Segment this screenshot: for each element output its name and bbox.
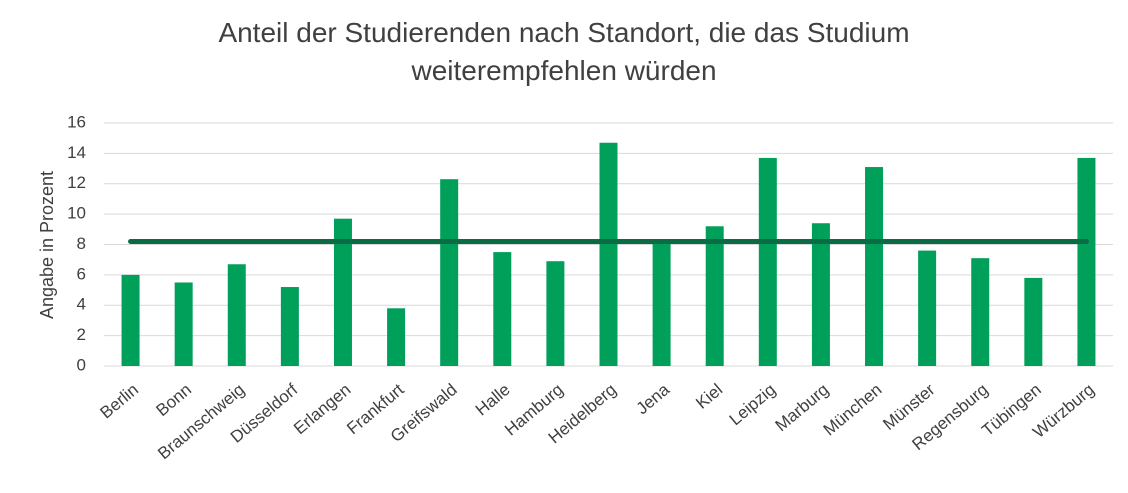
chart-title: Anteil der Studierenden nach Standort, d… [0,14,1128,90]
bar [705,226,724,366]
bar [1024,277,1043,366]
y-tick-label: 8 [77,234,86,253]
bar [493,252,512,366]
x-tick-label: Halle [472,380,514,419]
bar [546,261,565,366]
y-tick-label: 14 [67,143,86,162]
x-tick-label: Jena [633,380,674,419]
y-tick-label: 0 [77,355,86,374]
y-tick-label: 6 [77,264,86,283]
bar [758,157,777,366]
x-tick-label: Kiel [692,380,726,413]
bars [121,142,1096,366]
bar [652,241,671,366]
bar [440,179,459,366]
bar [918,250,937,366]
x-tick-label: Leipzig [726,380,779,429]
x-axis-ticks: Berlin BonnBraunschweigDüsseldorfErlangen… [96,380,1097,464]
bar [227,264,246,366]
bar [387,308,406,366]
bar [333,218,352,366]
y-axis-label: Angabe in Prozent [37,171,57,319]
bar [174,282,193,366]
y-tick-label: 4 [77,295,86,314]
x-tick-label: München [820,380,886,440]
bar [811,223,830,366]
chart-title-line-2: weiterempfehlen würden [411,55,717,86]
x-tick-label: Bonn [152,380,195,420]
y-tick-label: 12 [67,173,86,192]
y-tick-label: 10 [67,204,86,223]
bar [121,274,140,366]
bar [1077,157,1096,366]
x-tick-label: Erlangen [290,380,354,438]
bar [865,167,884,366]
bar [599,142,618,366]
x-tick-label: Berlin [96,380,142,422]
y-tick-label: 16 [67,112,86,131]
y-axis-ticks: 0 2 4 6 8 10 12 14 16 [67,112,86,374]
y-tick-label: 2 [77,325,86,344]
bar [971,258,990,366]
chart-title-line-1: Anteil der Studierenden nach Standort, d… [218,17,910,48]
bar [280,287,299,366]
